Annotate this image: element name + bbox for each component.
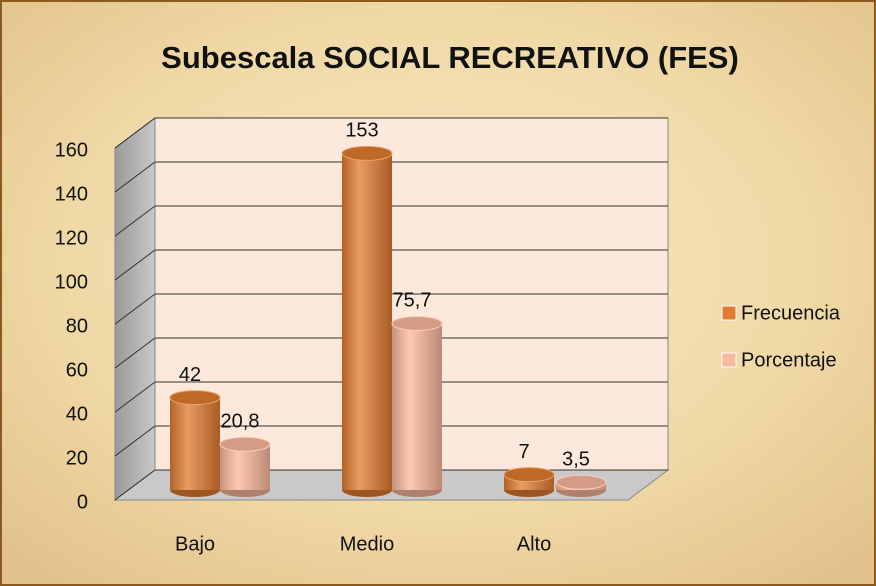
data-label: 3,5 <box>562 449 590 471</box>
legend-swatch <box>721 305 737 321</box>
y-tick-label: 100 <box>55 271 88 293</box>
grid-line <box>114 425 156 457</box>
y-tick-label: 140 <box>55 183 88 205</box>
data-label: 20,8 <box>221 411 260 433</box>
y-tick-label: 120 <box>55 227 88 249</box>
data-label: 75,7 <box>393 290 432 312</box>
x-tick-label: Bajo <box>175 533 215 555</box>
grid-line <box>114 249 156 281</box>
bar-cap <box>555 474 607 490</box>
grid-line <box>114 205 156 237</box>
legend-label: Porcentaje <box>741 349 837 371</box>
bar <box>220 444 270 490</box>
grid-line <box>114 117 156 149</box>
bar <box>342 153 392 490</box>
legend-swatch <box>721 352 737 368</box>
legend-label: Frecuencia <box>741 302 841 324</box>
y-tick-label: 0 <box>77 491 88 513</box>
data-label: 153 <box>345 120 378 142</box>
bar <box>170 397 220 490</box>
bar-cap <box>503 467 555 483</box>
y-tick-label: 40 <box>66 403 88 425</box>
grid-line <box>114 381 156 413</box>
chart-title: Subescala SOCIAL RECREATIVO (FES) <box>161 40 739 75</box>
x-tick-label: Medio <box>340 533 394 555</box>
bar-cap <box>219 436 271 452</box>
data-label: 42 <box>179 364 201 386</box>
y-tick-label: 160 <box>55 139 88 161</box>
grid-line <box>114 337 156 369</box>
grid-line <box>114 469 156 501</box>
bar-cap <box>341 145 393 161</box>
bar-cap <box>391 315 443 331</box>
y-tick-label: 60 <box>66 359 88 381</box>
y-tick-label: 20 <box>66 447 88 469</box>
bar <box>392 323 442 490</box>
x-tick-label: Alto <box>517 533 551 555</box>
grid-line <box>114 293 156 325</box>
data-label: 7 <box>518 441 529 463</box>
grid-line <box>114 161 156 193</box>
y-tick-label: 80 <box>66 315 88 337</box>
bar-cap <box>169 390 221 406</box>
